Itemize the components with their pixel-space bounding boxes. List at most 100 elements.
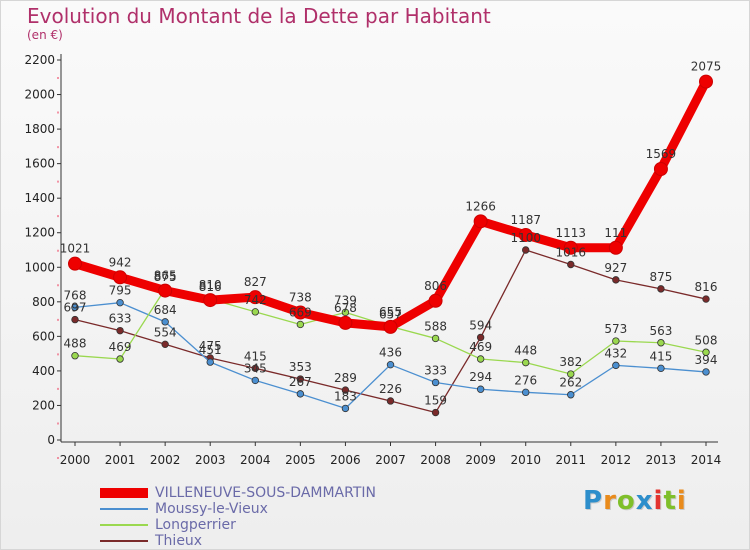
x-tick-label: 2002 [150,453,181,467]
legend-label: Moussy-le-Vieux [155,501,268,517]
data-label: 927 [604,261,627,275]
data-label: 1113 [556,226,587,240]
y-tick-label: 1200 [24,226,55,240]
data-label: 353 [289,360,312,374]
data-point [657,364,665,373]
data-label: 865 [154,269,177,283]
data-point [71,303,79,312]
data-point [341,308,350,317]
data-point [431,408,440,417]
data-point [206,358,214,366]
data-point [657,339,665,347]
y-tick-label: 400 [32,364,55,378]
data-point [612,361,620,370]
data-point [161,318,169,326]
x-tick-label: 2006 [330,453,361,467]
data-label: 827 [244,275,267,289]
data-point [158,283,173,298]
data-point [567,260,575,269]
data-label: 415 [649,349,672,363]
data-point [431,378,440,387]
logo-letter: r [603,486,617,516]
data-point [293,305,308,320]
data-label: 697 [64,301,87,315]
data-point [116,355,124,363]
data-point [702,295,710,303]
data-point [699,74,713,89]
data-point [518,227,533,242]
data-label: 816 [695,280,718,294]
data-point [431,334,440,343]
chart-legend: VILLENEUVE-SOUS-DAMMARTIN Moussy-le-Vieux… [100,485,376,549]
data-label: 1016 [556,246,587,260]
data-label: 1266 [465,199,496,213]
data-label: 684 [154,303,177,317]
data-point [653,161,668,176]
data-point [612,337,620,345]
x-tick-label: 2014 [691,453,722,467]
y-tick-label: 800 [32,295,55,309]
data-label: 475 [199,339,222,353]
data-point [71,315,79,324]
data-point [251,308,259,316]
data-label: 655 [379,305,402,319]
x-tick-label: 2004 [240,453,271,467]
data-label: 294 [469,370,492,384]
data-label: 183 [334,389,357,403]
x-tick-label: 2003 [195,453,226,467]
data-label: 1100 [510,231,541,245]
data-label: 942 [109,255,132,269]
legend-item: VILLENEUVE-SOUS-DAMMARTIN [100,485,376,501]
data-point [338,315,353,330]
y-tick-label: 2200 [24,53,55,67]
logo-letter: i [653,486,664,516]
data-label: 345 [244,361,267,375]
data-label: 573 [604,322,627,336]
data-label: 875 [649,270,672,284]
data-label: 554 [154,325,177,339]
data-label: 1187 [510,213,541,227]
chart-subtitle: (en €) [27,28,63,42]
data-label: 875 [154,270,177,284]
data-point [476,333,485,342]
x-tick-label: 2009 [465,453,496,467]
chart-title: Evolution du Montant de la Dette par Hab… [27,4,491,28]
data-label: 469 [469,340,492,354]
x-tick-label: 2000 [60,453,91,467]
data-label: 276 [514,373,537,387]
data-point [702,368,710,376]
data-label: 669 [289,305,312,319]
data-point [248,290,263,305]
data-label: 469 [109,340,132,354]
data-point [251,376,259,385]
data-label: 159 [424,394,447,408]
legend-label: Thieux [155,533,203,549]
legend-swatch [100,488,148,498]
data-point [116,298,124,307]
data-point [476,385,485,393]
data-label: 657 [379,308,402,322]
data-label: 333 [424,363,447,377]
data-point [522,388,530,397]
y-tick-label: 0 [47,433,55,447]
x-tick-label: 2013 [646,453,677,467]
data-label: 563 [649,324,672,338]
logo-letter: t [663,486,677,516]
legend-item: Thieux [100,533,376,549]
data-label: 768 [64,288,87,302]
series-lines [68,74,713,417]
data-label: 2075 [691,60,722,74]
data-label: 111 [604,226,627,240]
data-label: 1021 [60,242,91,256]
data-label: 795 [109,284,132,298]
data-label: 633 [109,312,132,326]
data-point [71,352,79,360]
data-label: 382 [559,355,582,369]
data-label: 810 [199,278,222,292]
legend-swatch [100,540,148,542]
data-point [473,214,488,229]
x-tick-label: 2008 [420,453,451,467]
y-tick-label: 1400 [24,191,55,205]
legend-label: VILLENEUVE-SOUS-DAMMARTIN [155,485,376,501]
